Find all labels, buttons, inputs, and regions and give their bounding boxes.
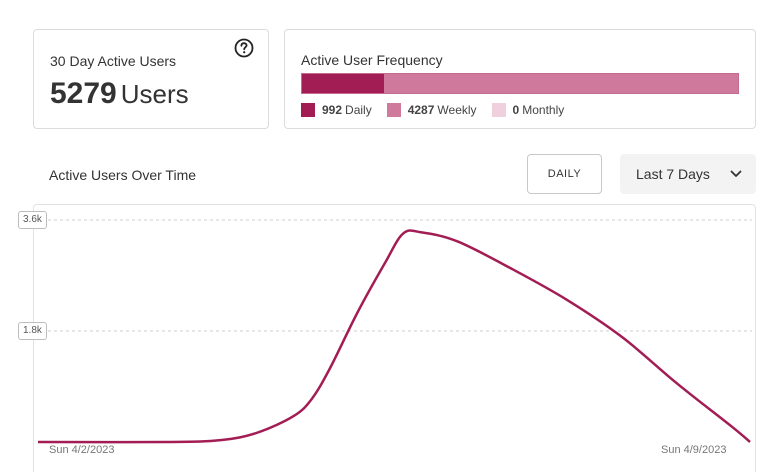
frequency-segment-daily (302, 74, 384, 93)
daily-button[interactable]: DAILY (527, 154, 602, 194)
x-tick-label: Sun 4/2/2023 (49, 444, 115, 456)
active-users-card: 30 Day Active Users 5279 Users (33, 29, 269, 129)
x-tick-label: Sun 4/9/2023 (661, 444, 727, 456)
legend-value-monthly: 0 (512, 103, 520, 117)
legend-item-daily: 992 Daily (301, 103, 372, 117)
legend-value-daily: 992 (322, 103, 343, 117)
legend-value-weekly: 4287 (407, 103, 435, 117)
frequency-card: Active User Frequency 992 Daily 4287 Wee… (284, 29, 756, 129)
legend-swatch-daily (301, 103, 315, 117)
over-time-title: Active Users Over Time (49, 167, 197, 183)
active-users-count: 5279 Users (50, 77, 189, 111)
chevron-down-icon (730, 170, 742, 177)
legend-label-daily: Daily (345, 103, 372, 117)
y-tick-label: 1.8k (18, 322, 47, 340)
active-users-number: 5279 (50, 77, 117, 110)
active-users-unit: Users (120, 79, 189, 109)
frequency-bar (301, 73, 739, 94)
help-icon[interactable] (234, 38, 254, 58)
legend-label-monthly: Monthly (522, 103, 565, 117)
legend-item-monthly: 0 Monthly (491, 103, 565, 117)
y-tick-label: 3.6k (18, 211, 47, 229)
legend-label-weekly: Weekly (437, 103, 477, 117)
range-select[interactable]: Last 7 Days (620, 154, 756, 194)
frequency-segment-weekly (383, 74, 738, 93)
chart-area (33, 204, 756, 472)
range-select-value: Last 7 Days (636, 166, 710, 182)
active-users-title: 30 Day Active Users (50, 53, 177, 69)
legend-swatch-monthly (491, 103, 506, 117)
legend-swatch-weekly (386, 103, 401, 117)
frequency-legend: 992 Daily 4287 Weekly 0 Monthly (301, 103, 579, 117)
frequency-title: Active User Frequency (301, 52, 443, 68)
legend-item-weekly: 4287 Weekly (386, 103, 477, 117)
